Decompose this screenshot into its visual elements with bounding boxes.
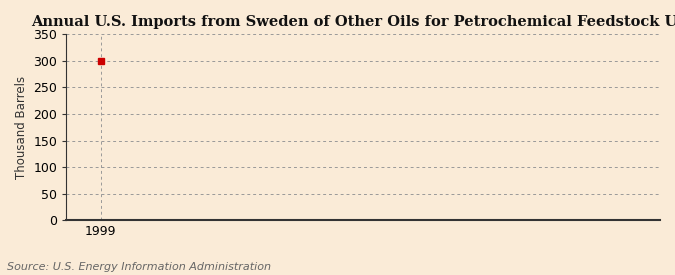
Title: Annual U.S. Imports from Sweden of Other Oils for Petrochemical Feedstock Use: Annual U.S. Imports from Sweden of Other… <box>31 15 675 29</box>
Text: Source: U.S. Energy Information Administration: Source: U.S. Energy Information Administ… <box>7 262 271 272</box>
Y-axis label: Thousand Barrels: Thousand Barrels <box>15 76 28 179</box>
